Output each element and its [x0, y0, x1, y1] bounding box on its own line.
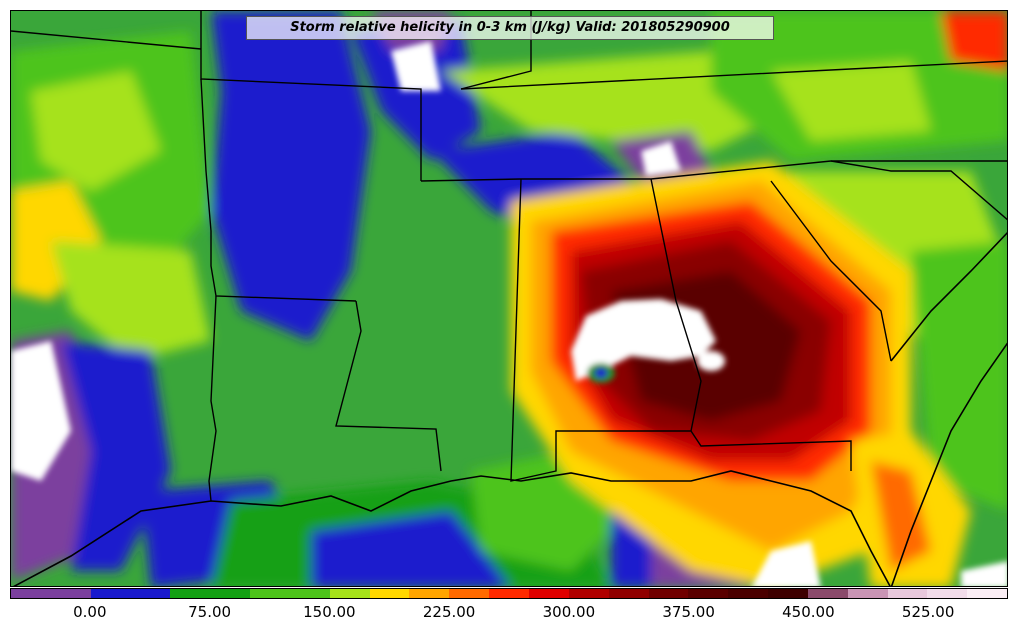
- colorbar-tick-label: 525.00: [901, 603, 955, 621]
- colorbar-tick-label: 150.00: [303, 603, 356, 621]
- colorbar-swatch: [90, 589, 131, 598]
- colorbar-tick-label: 450.00: [782, 603, 835, 621]
- colorbar-swatch: [528, 589, 569, 598]
- colorbar-swatch: [289, 589, 330, 598]
- colorbar-swatch: [11, 589, 51, 598]
- colorbar-swatch: [409, 589, 450, 598]
- helicity-map: [11, 11, 1007, 586]
- colorbar-swatch: [728, 589, 769, 598]
- colorbar-swatch: [608, 589, 649, 598]
- colorbar-tick-label: 300.00: [542, 603, 596, 621]
- colorbar-swatch: [967, 589, 1008, 598]
- colorbar-swatch: [369, 589, 410, 598]
- colorbar-swatch: [688, 589, 729, 598]
- colorbar-swatch: [807, 589, 848, 598]
- helicity-field: [11, 11, 1007, 586]
- colorbar-swatch: [648, 589, 689, 598]
- colorbar-swatch: [250, 589, 290, 598]
- colorbar-swatch: [130, 589, 171, 598]
- colorbar-tick-label: 225.00: [422, 603, 476, 621]
- colorbar-swatch: [568, 589, 609, 598]
- map-panel: [10, 10, 1008, 587]
- colorbar-swatch: [768, 589, 808, 598]
- colorbar-swatch: [170, 589, 211, 598]
- colorbar-swatch: [489, 589, 529, 598]
- colorbar-swatch: [210, 589, 251, 598]
- colorbar-swatch: [50, 589, 91, 598]
- colorbar-swatch: [329, 589, 370, 598]
- colorbar-tick-label: 0.00: [73, 603, 107, 621]
- colorbar: [10, 588, 1008, 599]
- colorbar-ticks: 0.00 75.00 150.00 225.00 300.00 375.00 450.00 5…: [10, 599, 1008, 629]
- coastline: [13, 231, 1007, 586]
- map-title: Storm relative helicity in 0-3 km (J/kg)…: [246, 16, 774, 40]
- colorbar-swatch: [887, 589, 928, 598]
- colorbar-tick-label: 75.00: [188, 603, 232, 621]
- state-boundaries: [11, 11, 1007, 502]
- colorbar-swatch: [449, 589, 490, 598]
- colorbar-swatch: [927, 589, 968, 598]
- colorbar-swatch: [847, 589, 888, 598]
- colorbar-tick-label: 375.00: [662, 603, 715, 621]
